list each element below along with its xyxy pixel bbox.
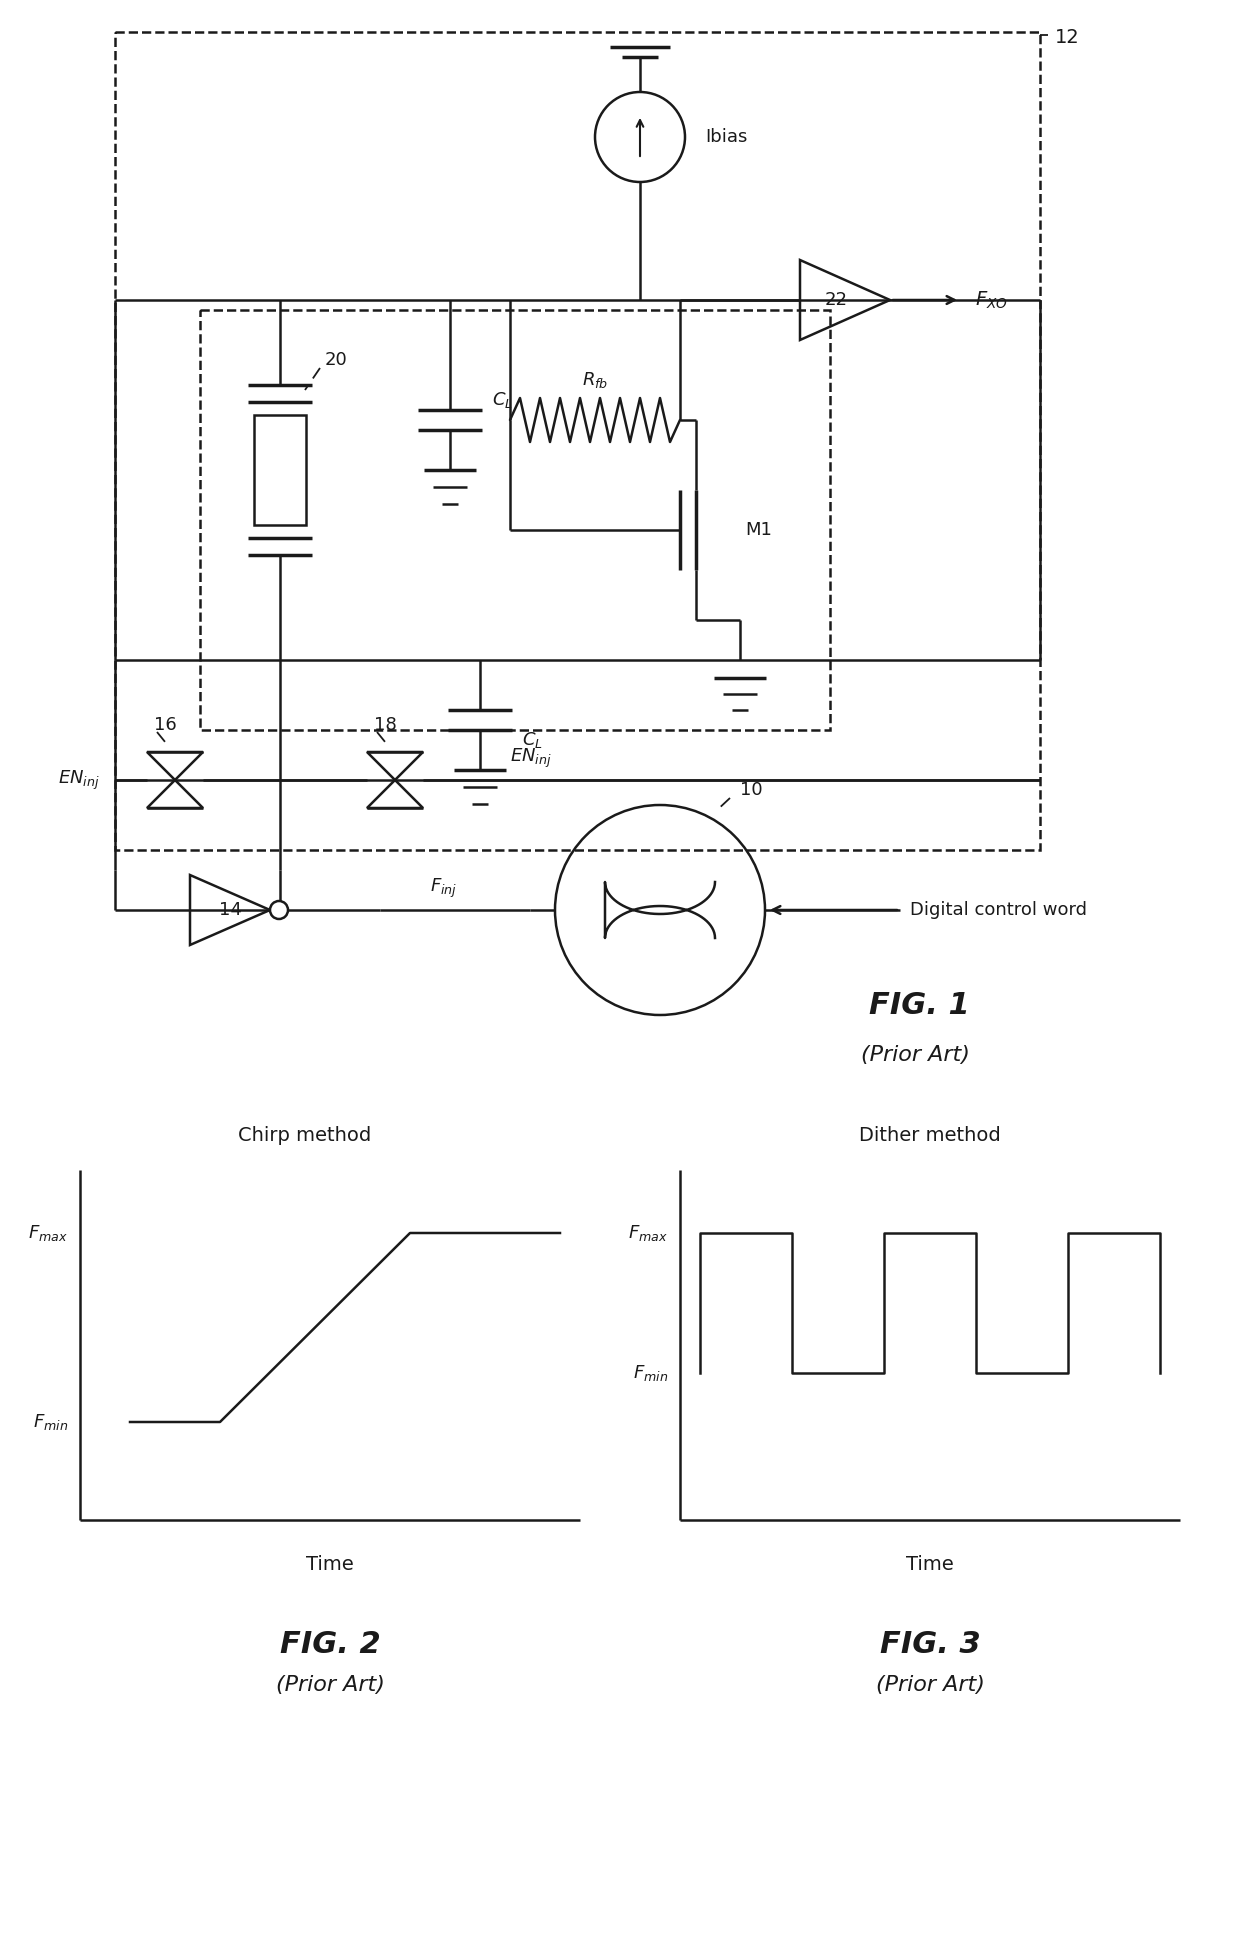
Text: Chirp method: Chirp method bbox=[238, 1126, 372, 1146]
Text: $F_{inj}$: $F_{inj}$ bbox=[430, 877, 458, 901]
Text: $EN_{inj}$: $EN_{inj}$ bbox=[510, 747, 552, 770]
Text: Dither method: Dither method bbox=[859, 1126, 1001, 1146]
Text: 18: 18 bbox=[373, 716, 397, 733]
Text: Ibias: Ibias bbox=[706, 128, 748, 146]
Text: 10: 10 bbox=[740, 782, 763, 799]
Text: $F_{min}$: $F_{min}$ bbox=[32, 1412, 68, 1432]
Text: $F_{XO}$: $F_{XO}$ bbox=[975, 290, 1008, 311]
Text: Digital control word: Digital control word bbox=[910, 901, 1087, 918]
Text: 20: 20 bbox=[325, 350, 347, 370]
Text: 16: 16 bbox=[154, 716, 176, 733]
Text: Time: Time bbox=[306, 1554, 353, 1574]
Text: (Prior Art): (Prior Art) bbox=[275, 1675, 384, 1694]
Text: Time: Time bbox=[906, 1554, 954, 1574]
Text: 22: 22 bbox=[825, 292, 847, 309]
Text: $F_{max}$: $F_{max}$ bbox=[629, 1223, 668, 1243]
Text: $C_L$: $C_L$ bbox=[522, 729, 543, 751]
Text: M1: M1 bbox=[745, 521, 771, 539]
Text: $EN_{inj}$: $EN_{inj}$ bbox=[58, 768, 100, 792]
Text: FIG. 3: FIG. 3 bbox=[879, 1630, 981, 1659]
Circle shape bbox=[270, 901, 288, 918]
Text: $F_{min}$: $F_{min}$ bbox=[632, 1363, 668, 1383]
Text: (Prior Art): (Prior Art) bbox=[861, 1044, 970, 1066]
Text: $C_L$: $C_L$ bbox=[492, 391, 513, 410]
Text: 12: 12 bbox=[1055, 27, 1080, 47]
Text: FIG. 2: FIG. 2 bbox=[280, 1630, 381, 1659]
Text: $F_{max}$: $F_{max}$ bbox=[29, 1223, 68, 1243]
Text: 14: 14 bbox=[218, 901, 242, 918]
Text: $R_{fb}$: $R_{fb}$ bbox=[582, 370, 608, 391]
Text: FIG. 1: FIG. 1 bbox=[869, 990, 970, 1019]
Text: (Prior Art): (Prior Art) bbox=[875, 1675, 985, 1694]
